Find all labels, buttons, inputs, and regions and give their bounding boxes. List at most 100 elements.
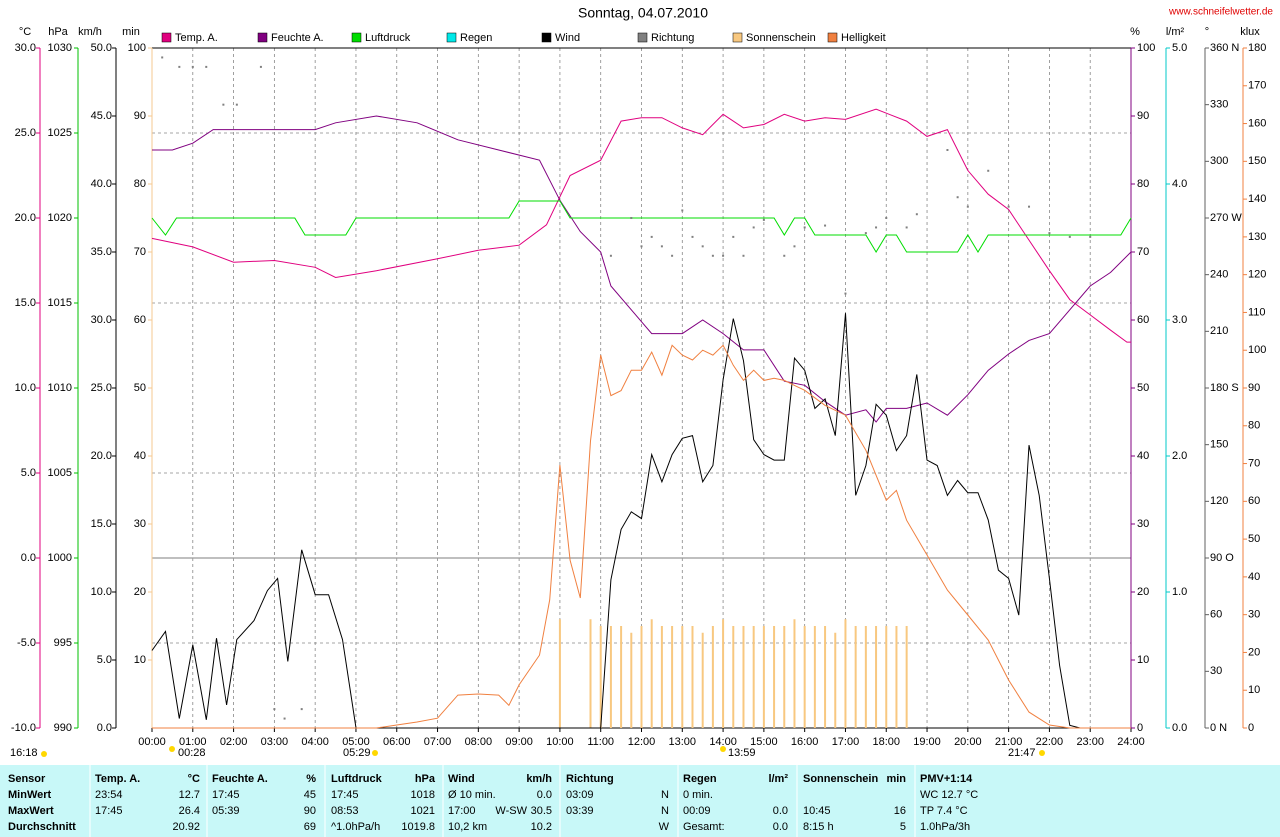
direction-point [905,226,908,229]
direction-point [783,254,786,257]
table-cell: 1019.8 [401,821,435,833]
y-tick-label: 5.0 [1172,42,1187,54]
direction-point [875,226,878,229]
y-tick-label: 1020 [48,212,72,224]
x-tick-label: 08:00 [465,736,493,748]
direction-point [609,254,612,257]
y-tick-label: 100 [1137,42,1155,54]
direction-point [701,245,704,248]
y-tick-label: 90 [1248,382,1260,394]
direction-point [650,235,653,238]
y-tick-label: 1025 [48,127,72,139]
table-cell: 1.0hPa/3h [920,821,970,833]
y-tick-label: 90 O [1210,552,1234,564]
direction-point [987,169,990,172]
x-tick-label: 09:00 [505,736,533,748]
legend-label: Regen [460,32,492,44]
x-tick-label: 07:00 [424,736,452,748]
direction-point [259,65,262,68]
y-tick-label: 1010 [48,382,72,394]
direction-point [235,103,238,106]
source-url: www.schneifelwetter.de [1168,7,1273,18]
y-tick-label: 50 [1248,533,1260,545]
direction-point [671,254,674,257]
table-cell: 10:45 [803,805,831,817]
table-cell: Sensor [8,773,46,785]
direction-point [178,65,181,68]
y-tick-label: -5.0 [17,637,36,649]
x-tick-label: 01:00 [179,736,207,748]
y-tick-label: 20 [1137,586,1149,598]
y-tick-label: 240 [1210,269,1228,281]
direction-point [691,235,694,238]
y-tick-label: 0 [1137,722,1143,734]
direction-point [161,56,164,59]
chart-title: Sonntag, 04.07.2010 [578,5,708,21]
direction-point [885,217,888,219]
direction-point [803,226,806,229]
direction-point [681,209,684,212]
direction-point [966,205,969,208]
direction-point [222,103,225,106]
y-tick-label: 30 [1248,609,1260,621]
table-cell: Durchschnitt [8,821,76,833]
table-cell: Richtung [566,773,614,785]
moon-icon [169,746,175,752]
legend-label: Sonnenschein [746,32,816,44]
direction-point [722,254,725,257]
series-line [151,313,1131,729]
table-cell: 20.92 [172,821,200,833]
direction-point [732,235,735,238]
direction-point [300,708,303,711]
x-tick-label: 13:00 [669,736,697,748]
x-tick-label: 04:00 [301,736,329,748]
table-cell: 17:45 [331,789,359,801]
x-tick-label: 14:00 [709,736,737,748]
axis-unit: % [1130,26,1140,38]
axis-unit: hPa [48,26,68,38]
y-tick-label: 2.0 [1172,450,1187,462]
x-tick-label: 16:00 [791,736,819,748]
y-tick-label: 3.0 [1172,314,1187,326]
table-cell: 1021 [411,805,435,817]
direction-point [1048,232,1051,235]
direction-point [640,245,643,248]
legend-swatch [161,32,172,43]
y-tick-label: 30.0 [91,314,112,326]
legend-label: Richtung [651,32,694,44]
y-tick-label: 5.0 [21,467,36,479]
x-tick-label: 21:00 [995,736,1023,748]
direction-point [283,717,286,720]
direction-point [956,196,959,199]
table-cell: 0.0 [537,789,552,801]
table-cell: MaxWert [8,805,54,817]
direction-point [752,226,755,229]
table-cell: 26.4 [179,805,200,817]
y-tick-label: 50 [1137,382,1149,394]
table-cell: W [659,821,670,833]
series-line [152,115,1132,423]
axis-unit: km/h [78,26,102,38]
x-tick-label: 17:00 [832,736,860,748]
y-tick-label: 30.0 [15,42,36,54]
event-label: 16:18 [10,747,38,759]
moon-icon [41,751,47,757]
axis-unit: °C [19,26,31,38]
x-tick-label: 24:00 [1117,736,1145,748]
x-tick-label: 12:00 [628,736,656,748]
table-cell: km/h [526,773,552,785]
y-tick-label: 25.0 [91,382,112,394]
table-cell: hPa [415,773,436,785]
table-cell: MinWert [8,789,52,801]
y-tick-label: 1000 [48,552,72,564]
y-tick-label: 0 [1248,722,1254,734]
direction-point [824,224,827,227]
sun-icon [1039,750,1045,756]
y-tick-label: 80 [134,178,146,190]
table-cell: Sonnenschein [803,773,878,785]
y-tick-label: 80 [1137,178,1149,190]
y-tick-label: 300 [1210,155,1228,167]
y-tick-label: 10 [134,654,146,666]
